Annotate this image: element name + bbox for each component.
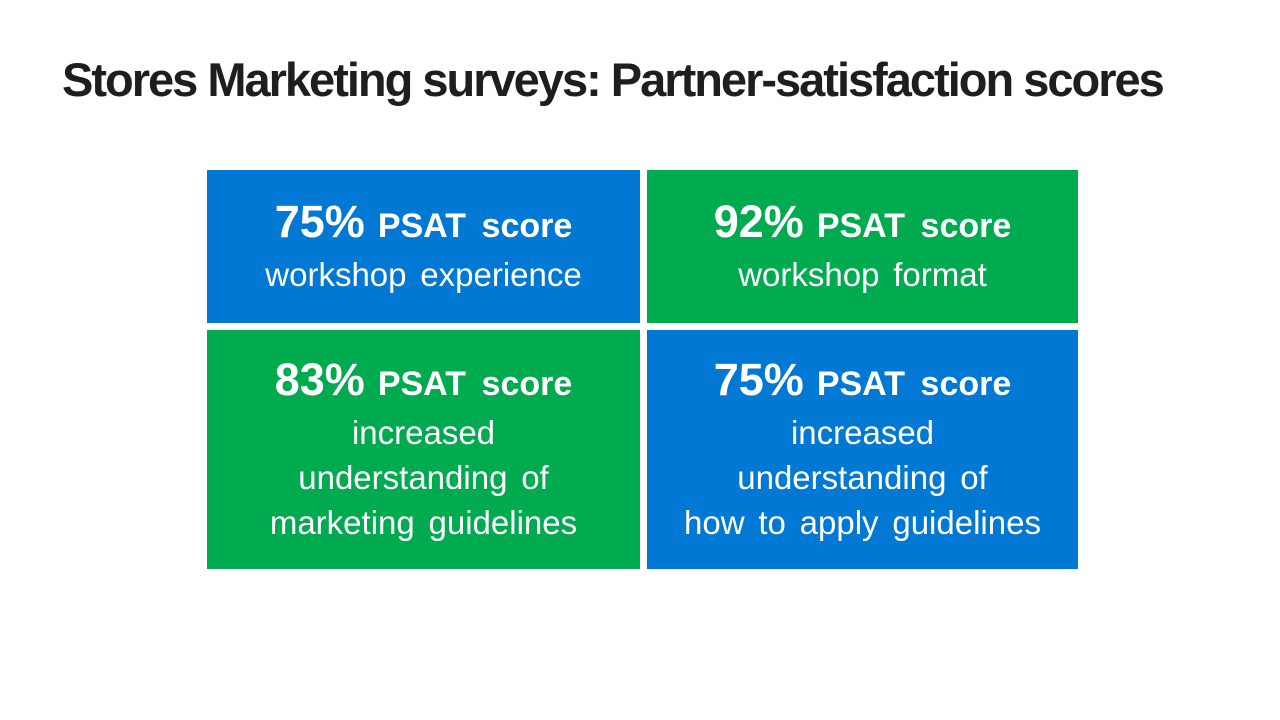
score-value: 83% (274, 354, 365, 405)
description-line: marketing guidelines (269, 504, 578, 541)
description-line: understanding of (298, 459, 549, 496)
score-value: 75% (274, 196, 365, 247)
score-label: PSAT score (377, 365, 573, 403)
score-line: 83% PSAT score (275, 354, 573, 410)
score-value: 92% (713, 196, 804, 247)
tile-description: increased understanding of how to apply … (684, 410, 1041, 545)
tile-workshop-experience: 75% PSAT score workshop experience (207, 170, 640, 323)
score-line: 75% PSAT score (275, 196, 573, 252)
score-label: PSAT score (816, 207, 1012, 245)
description-line: increased (790, 414, 935, 451)
tiles-grid: 75% PSAT score workshop experience 92% P… (207, 170, 1078, 569)
score-line: 92% PSAT score (714, 196, 1012, 252)
tile-marketing-guidelines: 83% PSAT score increased understanding o… (207, 330, 640, 569)
description-line: workshop format (738, 256, 987, 293)
tile-description: increased understanding of marketing gui… (270, 410, 577, 545)
description-line: understanding of (737, 459, 988, 496)
score-label: PSAT score (377, 207, 573, 245)
description-line: workshop experience (265, 256, 582, 293)
tile-apply-guidelines: 75% PSAT score increased understanding o… (647, 330, 1078, 569)
tile-description: workshop format (738, 252, 987, 297)
tile-workshop-format: 92% PSAT score workshop format (647, 170, 1078, 323)
score-line: 75% PSAT score (714, 354, 1012, 410)
description-line: how to apply guidelines (684, 504, 1041, 541)
score-value: 75% (713, 354, 804, 405)
slide-title: Stores Marketing surveys: Partner-satisf… (62, 53, 1165, 106)
description-line: increased (351, 414, 496, 451)
tile-description: workshop experience (265, 252, 581, 297)
score-label: PSAT score (816, 365, 1012, 403)
